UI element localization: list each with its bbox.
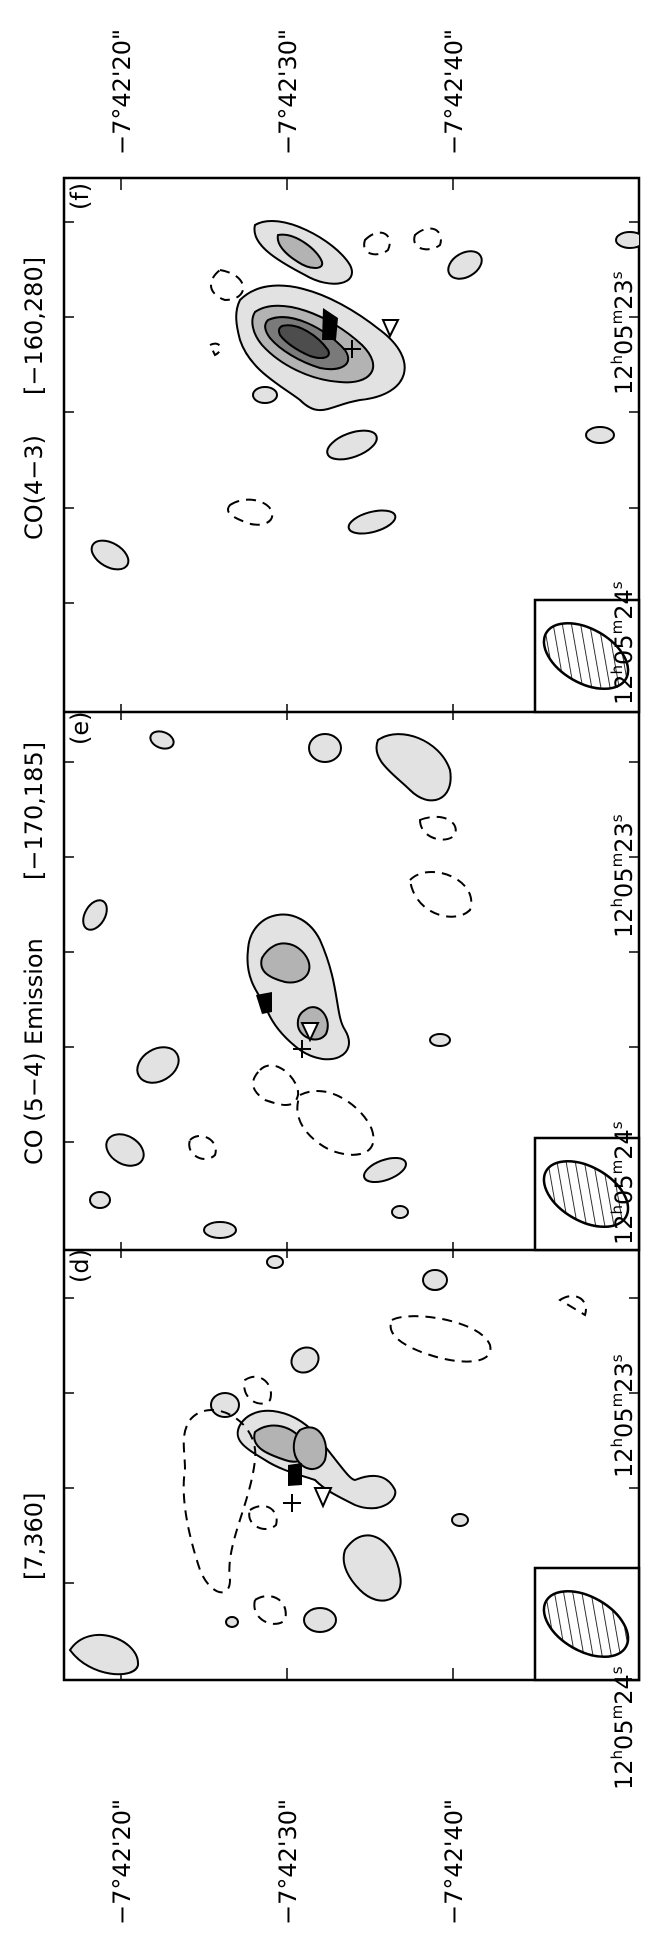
range-e: [−170,185] (20, 742, 48, 880)
ra-label-f-23: 12h05m23s (608, 271, 638, 395)
dec-label-bottom-20: −7°42'20" (108, 1799, 136, 1925)
ra-axis-labels: 12h05m24s 12h05m23s 12h05m24s 12h05m23s … (608, 271, 638, 1790)
dec-label-top-30: −7°42'30" (274, 29, 302, 155)
dec-label-bottom-30: −7°42'30" (274, 1799, 302, 1925)
svg-text:12h05m23s: 12h05m23s (608, 1354, 638, 1478)
title-d: CO (5−4) (20, 1052, 48, 1165)
ra-label-e-24: 12h05m24s (608, 1121, 638, 1245)
svg-text:12h05m23s: 12h05m23s (608, 814, 638, 938)
letter-f: (f) (66, 183, 94, 210)
ra-label-f-24: 12h05m24s (608, 581, 638, 705)
svg-text:12h05m24s: 12h05m24s (608, 1666, 638, 1790)
panel-d (68, 1255, 630, 1676)
title-e: Emission (20, 938, 48, 1045)
ra-label-e-23: 12h05m23s (608, 814, 638, 938)
dec-label-bottom-40: −7°42'40" (440, 1799, 468, 1925)
title-f: CO(4−3) (20, 435, 48, 540)
panel-e (82, 730, 627, 1242)
svg-text:12h05m24s: 12h05m24s (608, 1121, 638, 1245)
dec-axis-labels-bottom: −7°42'20" −7°42'30" −7°42'40" (108, 1799, 468, 1925)
panel-frames (62, 176, 641, 1682)
beam-d (533, 1566, 641, 1682)
beam-insets (533, 598, 641, 1682)
letter-d: (d) (66, 1249, 94, 1283)
svg-text:12h05m24s: 12h05m24s (608, 581, 638, 705)
range-f: [−160,280] (20, 257, 48, 395)
ra-label-d-24: 12h05m24s (608, 1666, 638, 1790)
dec-label-top-40: −7°42'40" (440, 29, 468, 155)
beam-e (533, 1136, 641, 1252)
dec-axis-labels-top: −7°42'20" −7°42'30" −7°42'40" (108, 29, 468, 155)
range-d: [7,360] (20, 1493, 48, 1580)
beam-f (533, 598, 641, 714)
dec-label-top-20: −7°42'20" (108, 29, 136, 155)
panel-titles: [7,360] CO (5−4) Emission [−170,185] CO(… (20, 257, 48, 1580)
letter-e: (e) (66, 712, 94, 746)
ra-label-d-23: 12h05m23s (608, 1354, 638, 1478)
tick-marks (64, 178, 639, 1680)
panel-f (90, 219, 639, 627)
panel-letters: (f) (e) (d) (66, 183, 94, 1283)
svg-text:12h05m23s: 12h05m23s (608, 271, 638, 395)
